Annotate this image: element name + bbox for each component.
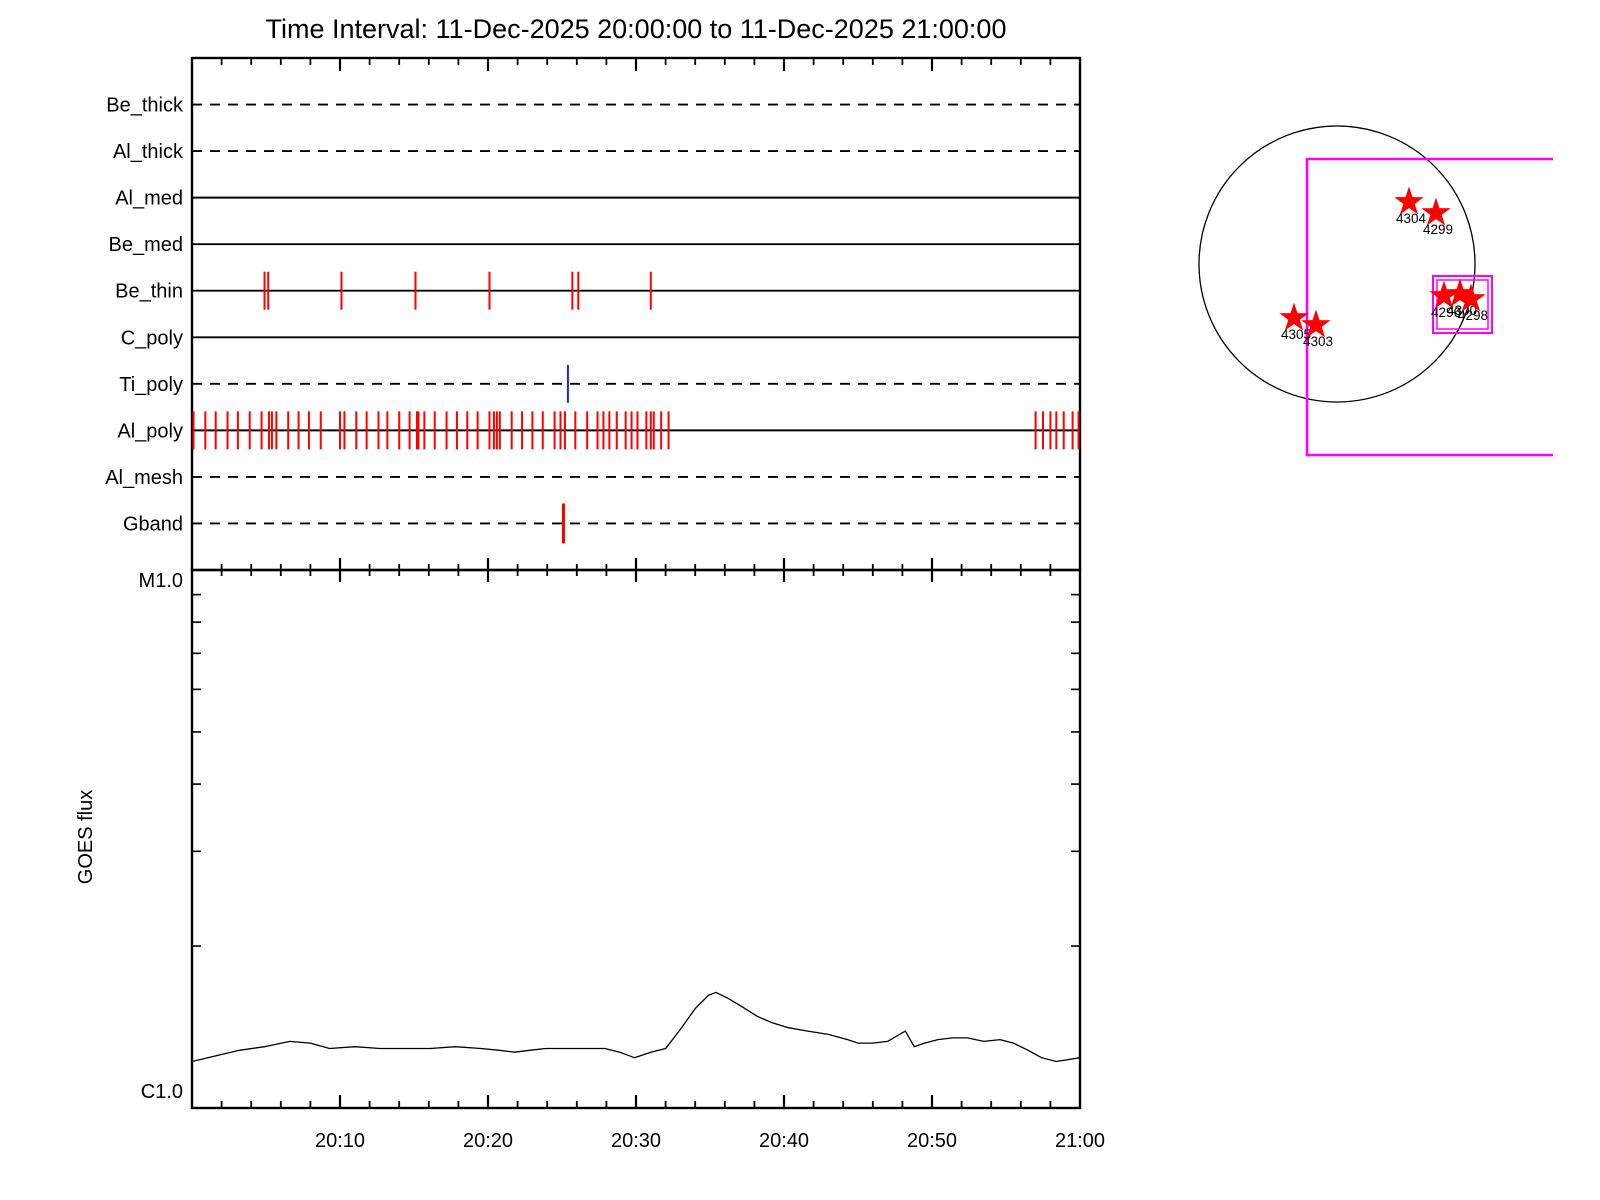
active-region-label-4304: 4304 [1396,211,1427,226]
filter-row-label-Ti_poly: Ti_poly [119,374,183,396]
active-region-label-4298: 4298 [1458,308,1488,323]
filter-row-label-Al_poly: Al_poly [117,420,183,442]
goes-flux-curve [191,991,1081,1063]
filter-row-label-Al_thick: Al_thick [113,141,184,163]
goes-axis-title: GOES flux [75,790,97,884]
goes-ybottom-label: C1.0 [141,1081,183,1103]
filter-row-label-Al_med: Al_med [115,188,183,210]
active-region-star-4304 [1394,186,1424,215]
x-tick-label: 20:40 [759,1130,809,1152]
active-region-label-4296: 4296 [1431,305,1461,320]
fov-box-large [1305,157,1553,457]
active-region-label-4303: 4303 [1303,334,1333,349]
filter-row-label-C_poly: C_poly [121,327,183,349]
goes-panel-box [190,568,1082,1110]
active-region-star-4303 [1301,309,1331,338]
x-tick-label: 21:00 [1055,1130,1105,1152]
plot-title: Time Interval: 11-Dec-2025 20:00:00 to 1… [265,14,1007,44]
x-tick-label: 20:30 [611,1130,661,1152]
filter-row-label-Be_med: Be_med [109,234,184,256]
active-region-star-4299 [1421,197,1451,226]
filter-row-label-Al_mesh: Al_mesh [105,467,183,489]
active-region-label-4300: 4300 [1447,303,1477,318]
x-tick-label: 20:10 [315,1130,365,1152]
solar-disk-outline [1198,125,1476,403]
active-region-star-4305 [1279,302,1309,331]
filter-row-label-Gband: Gband [123,513,183,535]
x-tick-label: 20:20 [463,1130,513,1152]
x-tick-label: 20:50 [907,1130,957,1152]
active-region-star-4296 [1429,280,1459,309]
active-region-star-4298 [1456,283,1486,312]
goes-ytop-label: M1.0 [139,570,183,592]
filter-row-label-Be_thick: Be_thick [106,95,184,117]
fov-box-small-outer [1432,275,1493,334]
filter-row-label-Be_thin: Be_thin [115,281,183,303]
active-region-label-4299: 4299 [1423,222,1453,237]
active-region-star-4300 [1445,278,1475,307]
filter-panel-box [190,56,1082,572]
active-region-label-4305: 4305 [1281,327,1311,342]
